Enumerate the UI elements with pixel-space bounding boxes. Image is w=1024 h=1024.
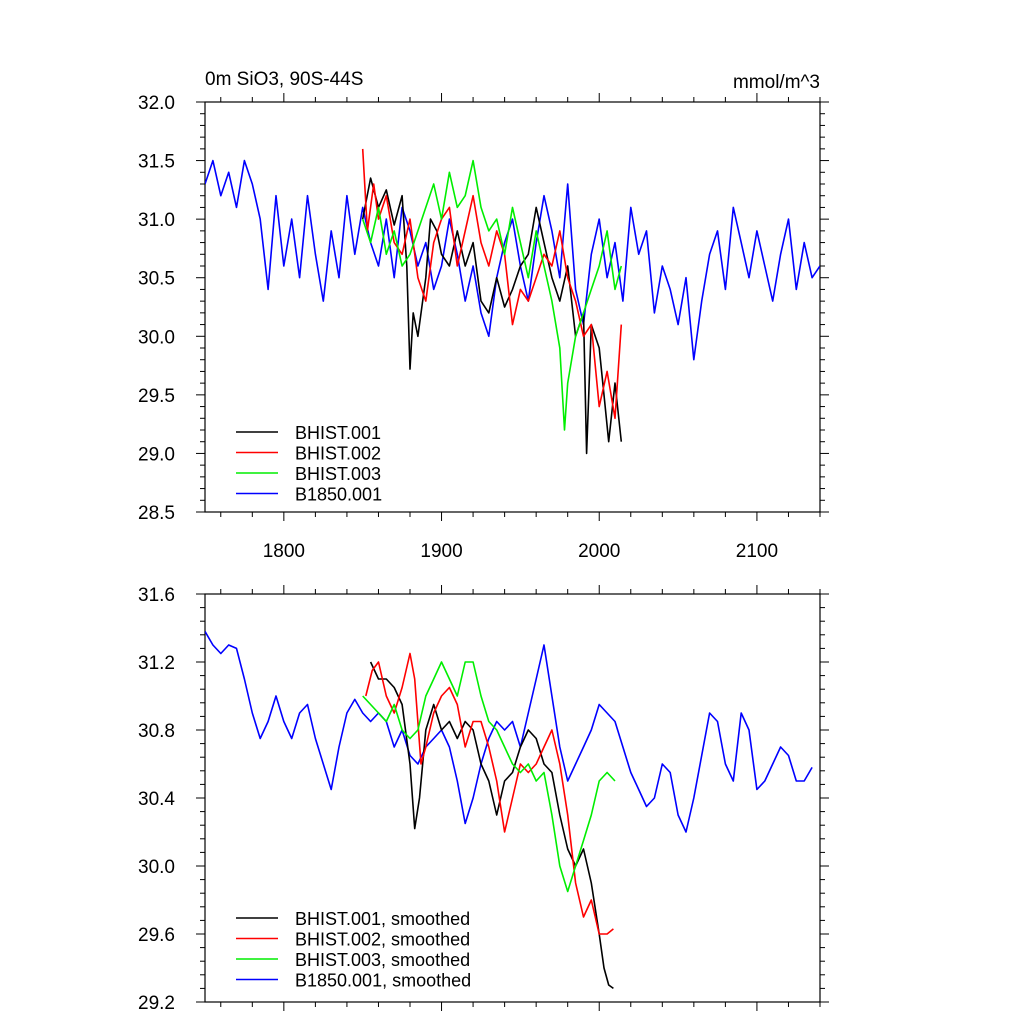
legend-label: BHIST.002 (295, 444, 381, 464)
y-tick-label: 29.5 (138, 386, 175, 407)
series-line-b1850-001 (205, 159, 820, 361)
y-tick-label: 30.8 (138, 721, 175, 742)
y-tick-label: 29.6 (138, 925, 175, 946)
legend-label: BHIST.001, smoothed (295, 909, 470, 929)
top-panel-title: 0m SiO3, 90S-44S (205, 69, 363, 90)
y-tick-label: 30.0 (138, 857, 175, 878)
top-panel: 0m SiO3, 90S-44S mmol/m^3 28.5 29.0 29.5 30… (138, 69, 829, 562)
legend-label: BHIST.001 (295, 423, 381, 443)
bottom-panel: 29.2 29.6 30.0 30.4 30.8 31.2 31.6 BHIST.001, s… (138, 585, 829, 1014)
y-tick-label: 30.0 (138, 327, 175, 348)
y-tick-label: 31.6 (138, 585, 175, 606)
top-panel-units: mmol/m^3 (733, 72, 820, 93)
legend-label: BHIST.003 (295, 464, 381, 484)
y-tick-label: 31.2 (138, 653, 175, 674)
y-tick-label: 30.5 (138, 269, 175, 290)
plot-frame (204, 101, 821, 513)
series-line-b1850-001-smoothed (205, 630, 813, 833)
legend-label: BHIST.002, smoothed (295, 930, 470, 950)
x-tick-label: 2100 (736, 541, 778, 562)
legend-label: B1850.001 (295, 485, 382, 505)
series-line-bhist-002 (361, 148, 623, 420)
x-tick-label: 1900 (420, 541, 462, 562)
y-tick-label: 29.0 (138, 444, 175, 465)
y-tick-label: 28.5 (138, 503, 175, 524)
x-tick-label: 1800 (263, 541, 305, 562)
x-tick-label: 2000 (578, 541, 620, 562)
y-tick-label: 29.2 (138, 993, 175, 1014)
series-line-bhist-003 (361, 159, 623, 431)
series-line-bhist-002-smoothed (365, 652, 614, 935)
series-line-bhist-003-smoothed (362, 661, 616, 893)
series-line-bhist-001-smoothed (369, 661, 614, 990)
y-tick-label: 31.5 (138, 152, 175, 173)
series-line-bhist-001 (361, 177, 623, 455)
y-tick-label: 31.0 (138, 210, 175, 231)
legend-label: BHIST.003, smoothed (295, 950, 470, 970)
legend-label: B1850.001, smoothed (295, 971, 471, 991)
y-tick-label: 30.4 (138, 789, 175, 810)
y-tick-label: 32.0 (138, 93, 175, 114)
